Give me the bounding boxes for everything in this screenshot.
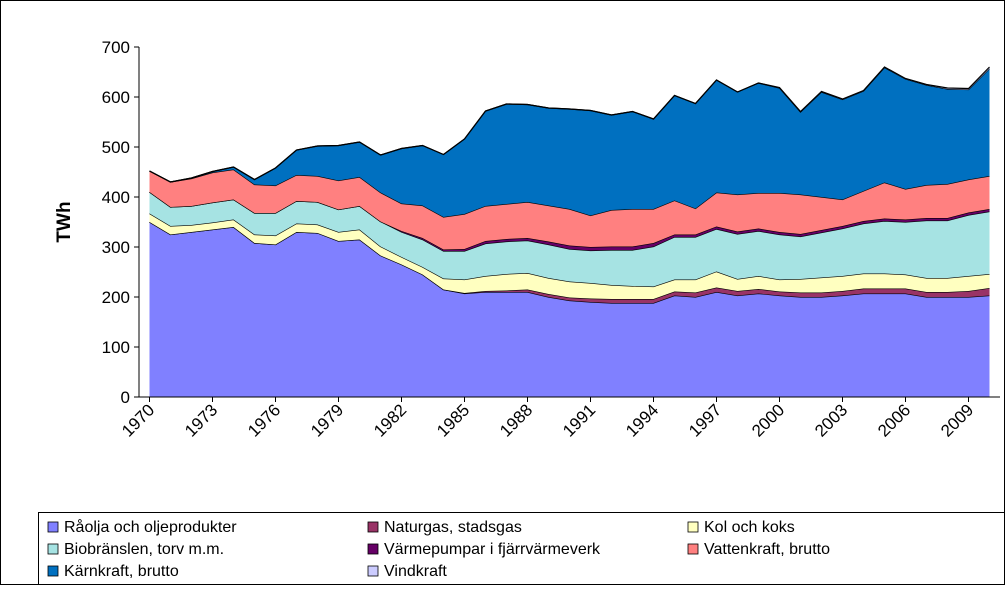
- area: [149, 67, 990, 217]
- y-axis-label: TWh: [54, 201, 75, 242]
- y-tick-label: 200: [102, 288, 130, 307]
- legend: [38, 512, 1005, 585]
- legend-label: Vattenkraft, brutto: [704, 541, 830, 558]
- legend-label: Värmepumpar i fjärrvärmeverk: [384, 541, 601, 558]
- y-tick-label: 600: [102, 88, 130, 107]
- area: [149, 213, 990, 299]
- y-tick-label: 100: [102, 338, 130, 357]
- legend-swatch: [47, 521, 59, 533]
- legend-swatch: [47, 543, 59, 555]
- legend-label: Vindkraft: [384, 563, 447, 580]
- legend-swatch: [687, 521, 699, 533]
- area: [149, 192, 990, 287]
- legend-label: Naturgas, stadsgas: [384, 519, 522, 536]
- y-tick-label: 500: [102, 138, 130, 157]
- legend-label: Kärnkraft, brutto: [64, 563, 179, 580]
- legend-swatch: [367, 565, 379, 577]
- y-tick-label: 300: [102, 238, 130, 257]
- legend-swatch: [367, 521, 379, 533]
- y-tick-label: 700: [102, 38, 130, 57]
- area-edge: [149, 66, 990, 183]
- legend-label: Råolja och oljeprodukter: [64, 518, 237, 536]
- legend-swatch: [687, 543, 699, 555]
- y-tick-label: 400: [102, 188, 130, 207]
- legend-swatch: [47, 565, 59, 577]
- legend-label: Kol och koks: [704, 519, 795, 536]
- legend-label: Biobränslen, torv m.m.: [64, 541, 224, 558]
- area: [149, 222, 990, 397]
- y-tick-label: 0: [121, 388, 130, 407]
- legend-swatch: [367, 543, 379, 555]
